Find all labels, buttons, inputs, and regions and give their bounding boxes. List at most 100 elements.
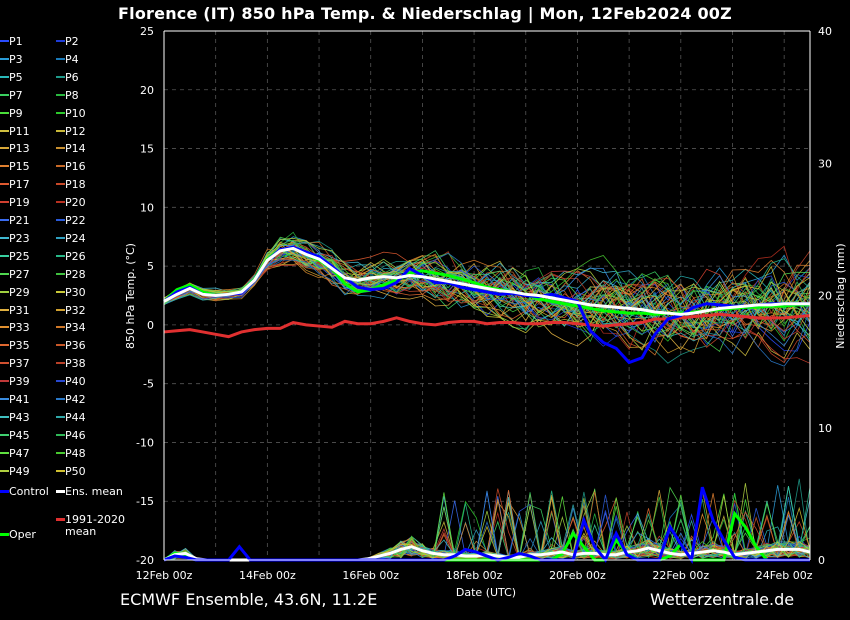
- legend-item-p50: P50: [56, 464, 86, 478]
- legend-swatch: [0, 415, 9, 418]
- legend-item-p22: P22: [56, 215, 86, 227]
- legend-swatch: [0, 236, 9, 239]
- legend-swatch: [0, 183, 9, 186]
- temperature-layer: [162, 231, 811, 367]
- legend-swatch: [56, 75, 65, 78]
- legend-item-p28: P28: [56, 268, 86, 281]
- legend-swatch: [56, 93, 65, 96]
- legend-swatch: [56, 254, 65, 257]
- legend-swatch: [0, 57, 9, 60]
- legend-swatch: [56, 147, 65, 150]
- y-axis-label-left: 850 hPa Temp. (°C): [124, 243, 137, 349]
- legend-label: P12: [65, 124, 86, 138]
- legend-item-p6: P6: [56, 71, 79, 84]
- temp-member-42: [163, 252, 811, 367]
- legend-swatch: [56, 236, 65, 239]
- footer-site[interactable]: Wetterzentrale.de: [650, 590, 795, 609]
- legend-label: P19: [9, 196, 30, 210]
- legend-label: P2: [65, 35, 79, 48]
- legend-item-p17: P17: [0, 179, 30, 191]
- legend-swatch: [56, 415, 65, 418]
- legend-swatch: [0, 344, 9, 347]
- legend-label: P4: [65, 52, 79, 66]
- legend-label: P46: [65, 428, 86, 442]
- legend-label: P3: [9, 52, 23, 66]
- legend-label: P20: [65, 196, 86, 210]
- legend-label: P43: [9, 410, 30, 424]
- legend-swatch: [0, 129, 9, 132]
- y-tick-left: -5: [143, 378, 154, 391]
- legend-label: Control: [9, 485, 49, 498]
- legend-label: P35: [9, 339, 30, 353]
- legend-label: P8: [65, 88, 79, 102]
- legend-swatch: [56, 57, 65, 60]
- legend-label: P13: [9, 142, 30, 156]
- temp-series-ens-mean: [163, 246, 810, 316]
- legend-label: P49: [9, 464, 30, 478]
- legend-item-p10: P10: [56, 107, 86, 120]
- legend-swatch: [56, 344, 65, 347]
- legend-item-p5: P5: [0, 70, 23, 84]
- legend-item-p23: P23: [0, 231, 30, 245]
- legend-item-p19: P19: [0, 197, 30, 209]
- legend-swatch: [56, 40, 65, 42]
- legend-item-oper: Oper: [0, 529, 36, 541]
- legend-swatch: [0, 254, 9, 257]
- legend-swatch: [56, 398, 65, 400]
- legend-label: P22: [65, 214, 86, 227]
- legend-swatch: [0, 362, 9, 365]
- legend-swatch: [56, 469, 65, 472]
- legend-label: P38: [65, 357, 86, 371]
- legend-label: P15: [9, 160, 30, 174]
- legend-label: P47: [9, 446, 30, 460]
- x-tick: 20Feb 00z: [549, 569, 606, 582]
- legend-label: P1: [9, 35, 23, 48]
- legend-label: P29: [9, 285, 30, 299]
- legend-label: P40: [65, 375, 86, 389]
- legend-swatch: [0, 147, 9, 150]
- legend-item-p21: P21: [0, 215, 30, 227]
- y-tick-right: 30: [818, 157, 832, 170]
- legend-item-p46: P46: [56, 428, 86, 442]
- legend-item-climate-mean: 1991-2020 mean: [56, 514, 125, 538]
- x-tick: 18Feb 00z: [446, 569, 503, 582]
- legend-swatch: [0, 290, 9, 293]
- legend-label: P26: [65, 249, 86, 263]
- legend-item-p11: P11: [0, 125, 30, 138]
- legend-swatch: [0, 201, 9, 204]
- y-tick-right: 40: [818, 25, 832, 38]
- legend-label: P18: [65, 178, 86, 192]
- legend-item-p30: P30: [56, 286, 86, 299]
- legend-label: P23: [9, 231, 30, 245]
- legend-label: P21: [9, 214, 30, 227]
- legend-label: P50: [65, 464, 86, 478]
- legend-item-p36: P36: [56, 340, 86, 352]
- x-axis-label: Date (UTC): [456, 586, 516, 599]
- legend-item-p8: P8: [56, 88, 79, 102]
- legend-swatch: [0, 111, 9, 114]
- legend-swatch: [0, 433, 9, 436]
- legend-swatch: [0, 380, 9, 383]
- legend-item-p39: P39: [0, 376, 30, 388]
- legend-item-p20: P20: [56, 197, 86, 209]
- legend-label: P32: [65, 303, 86, 317]
- legend-swatch: [0, 398, 9, 400]
- legend-item-p47: P47: [0, 446, 30, 460]
- legend-item-p3: P3: [0, 52, 23, 66]
- legend-label: P5: [9, 70, 23, 84]
- legend-label: Oper: [9, 528, 36, 541]
- temp-member-47: [163, 249, 811, 336]
- legend-item-p24: P24: [56, 231, 86, 245]
- temp-member-49: [163, 237, 811, 351]
- legend-label: P25: [9, 249, 30, 263]
- legend-swatch: [56, 290, 65, 293]
- legend-swatch: [56, 362, 65, 365]
- legend-label: P24: [65, 231, 86, 245]
- legend-item-p49: P49: [0, 464, 30, 478]
- legend-label: P14: [65, 142, 86, 156]
- legend-label: P41: [9, 393, 30, 406]
- legend-item-p44: P44: [56, 411, 86, 424]
- legend-item-p42: P42: [56, 394, 86, 406]
- precip-layer: [163, 478, 811, 565]
- y-tick-left: 5: [147, 260, 154, 273]
